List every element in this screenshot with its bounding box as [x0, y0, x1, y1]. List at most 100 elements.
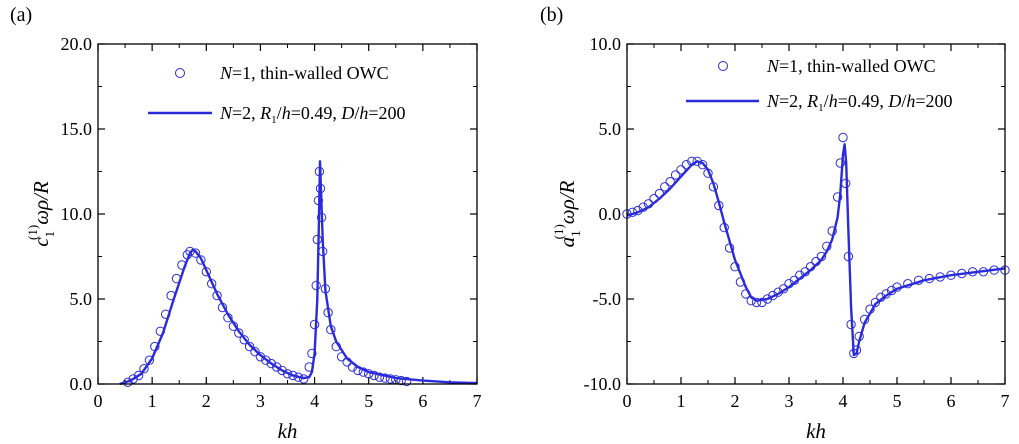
legend-line-label: N=2, R1/h=0.49, D/h=200: [766, 91, 953, 114]
legend-line-label: N=2, R1/h=0.49, D/h=200: [219, 103, 406, 126]
data-point-marker: [665, 177, 675, 187]
legend-marker-symbol: [175, 68, 185, 78]
legend-text-sub: 1: [271, 114, 277, 126]
y-tick-label: 10.0: [590, 34, 622, 54]
y-tick-label: 5.0: [599, 119, 622, 139]
legend-text-part: =2,: [232, 103, 260, 123]
legend-text-part: =1, thin-walled OWC: [779, 56, 936, 76]
y-tick-label: 10.0: [61, 204, 93, 224]
data-point-marker: [835, 158, 845, 168]
panel-label: (b): [540, 4, 563, 26]
data-point-marker: [311, 280, 321, 291]
x-axis-label: kh: [278, 419, 298, 443]
legend-text-part: =0.49,: [838, 91, 889, 111]
data-point-marker: [307, 348, 317, 359]
legend-text-part: =200: [915, 91, 952, 111]
x-tick-label: 7: [1001, 391, 1010, 411]
x-tick-label: 5: [364, 391, 373, 411]
x-tick-label: 1: [677, 391, 686, 411]
data-point-marker: [234, 328, 244, 338]
data-point-marker: [261, 355, 271, 365]
x-tick-label: 5: [893, 391, 902, 411]
data-point-marker: [401, 376, 412, 387]
legend-text-part: R: [806, 91, 818, 111]
legend-text-sub: 1: [818, 102, 824, 114]
legend-text-part: N: [219, 103, 233, 123]
legend-text-part: /: [354, 103, 359, 123]
y-label-rest: ωρ/R: [555, 180, 579, 224]
data-point-marker: [751, 297, 762, 308]
x-tick-label: 0: [94, 391, 103, 411]
y-label-var: a: [555, 237, 579, 248]
legend-marker-symbol: [718, 61, 728, 71]
x-tick-label: 6: [418, 391, 427, 411]
legend-text-part: h: [906, 91, 915, 111]
data-point-marker: [396, 375, 406, 386]
data-point-marker: [128, 374, 138, 384]
x-tick-label: 4: [310, 391, 319, 411]
x-tick-label: 3: [785, 391, 794, 411]
legend-text-part: /: [277, 103, 282, 123]
data-point-marker: [676, 165, 686, 175]
x-axis-label: kh: [806, 419, 826, 443]
y-tick-label: 15.0: [61, 119, 93, 139]
data-point-marker: [133, 370, 144, 381]
data-point-marker: [692, 156, 702, 167]
legend-markers-label: N=1, thin-walled OWC: [219, 63, 389, 83]
x-tick-label: 1: [148, 391, 157, 411]
legend-text-part: h: [829, 91, 838, 111]
legend-text-part: D: [887, 91, 901, 111]
legend-text-part: h: [282, 103, 291, 123]
panel-b: (b) 0 1 2 3 4 5 6 7 -10.0 -5.0 0.0 5.0 10.0 kh a1(1)ωρ/…: [540, 4, 1010, 443]
data-point-marker: [309, 319, 320, 330]
y-tick-label: 0.0: [599, 204, 622, 224]
data-point-marker: [832, 192, 843, 202]
y-label-sup: (1): [25, 225, 40, 240]
x-tick-label: 2: [202, 391, 211, 411]
data-point-marker: [299, 374, 309, 384]
legend-text-part: /: [824, 91, 829, 111]
x-tick-label: 2: [731, 391, 740, 411]
legend-text-part: /: [901, 91, 906, 111]
data-point-marker: [670, 170, 681, 180]
plot-frame: [626, 43, 1006, 385]
plot-frame: [97, 43, 478, 385]
legend-text-part: =2,: [779, 91, 807, 111]
legend-text-part: N: [766, 91, 780, 111]
data-point-marker: [139, 364, 149, 374]
data-point-marker: [239, 335, 249, 345]
y-tick-label: -10.0: [584, 374, 622, 394]
data-point-marker: [697, 160, 708, 170]
panel-a: (a)0 1 2 3 4 5 6 70.05.010.015.020.0khc1(1)ωρ/R…: [10, 4, 482, 443]
x-tick-label: 6: [947, 391, 956, 411]
y-label-var: c: [29, 237, 53, 247]
data-point-marker: [255, 352, 266, 362]
legend-text-part: =0.49,: [291, 103, 342, 123]
x-tick-label: 7: [473, 391, 482, 411]
data-point-marker: [660, 182, 670, 192]
data-point-marker: [196, 255, 206, 265]
x-tick-label: 3: [256, 391, 265, 411]
data-point-marker: [870, 297, 881, 308]
y-tick-label: 5.0: [70, 289, 93, 309]
data-point-marker: [272, 362, 282, 372]
legend-markers-label: N=1, thin-walled OWC: [766, 56, 936, 76]
data-point-marker: [374, 372, 385, 382]
legend-text-part: =200: [368, 103, 405, 123]
data-point-marker: [380, 373, 390, 383]
y-tick-label: -5.0: [593, 289, 622, 309]
legend-text-part: D: [340, 103, 354, 123]
legend-text-part: =1, thin-walled OWC: [232, 63, 389, 83]
y-axis-label: c1(1)ωρ/R: [25, 181, 57, 247]
y-label-sub: 1: [568, 230, 583, 237]
data-point-marker: [266, 358, 276, 369]
y-tick-label: 0.0: [70, 374, 93, 394]
x-tick-label: 0: [623, 391, 632, 411]
y-axis-label: a1(1)ωρ/R: [551, 180, 583, 247]
data-point-marker: [757, 297, 767, 308]
x-tick-label: 4: [839, 391, 848, 411]
data-point-marker: [250, 347, 260, 357]
